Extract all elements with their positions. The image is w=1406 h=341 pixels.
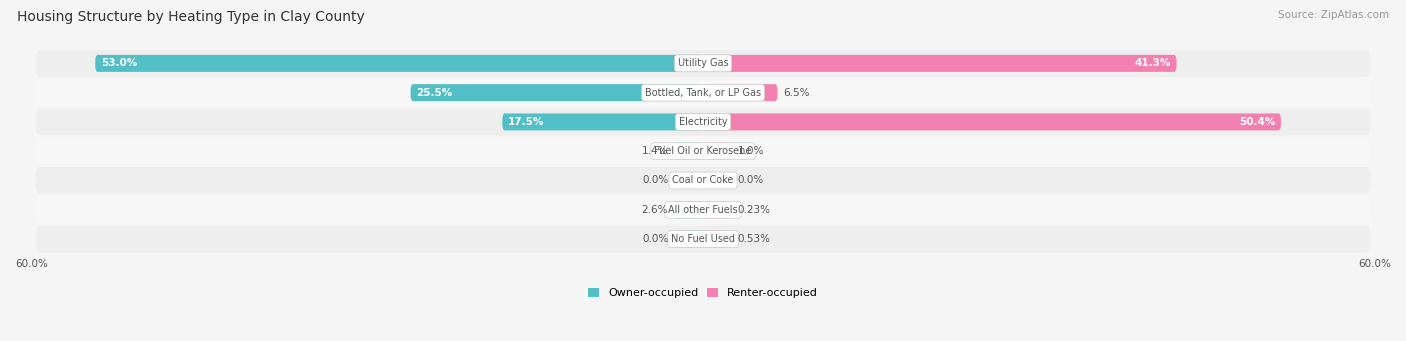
FancyBboxPatch shape bbox=[703, 114, 1281, 130]
FancyBboxPatch shape bbox=[35, 138, 1371, 165]
Text: 25.5%: 25.5% bbox=[416, 88, 453, 98]
Text: Housing Structure by Heating Type in Clay County: Housing Structure by Heating Type in Cla… bbox=[17, 10, 364, 24]
Text: Coal or Coke: Coal or Coke bbox=[672, 176, 734, 186]
FancyBboxPatch shape bbox=[411, 84, 703, 101]
FancyBboxPatch shape bbox=[673, 201, 703, 218]
FancyBboxPatch shape bbox=[35, 226, 1371, 253]
Text: All other Fuels: All other Fuels bbox=[668, 205, 738, 215]
FancyBboxPatch shape bbox=[675, 172, 703, 189]
FancyBboxPatch shape bbox=[502, 114, 703, 130]
Text: 1.0%: 1.0% bbox=[737, 146, 763, 156]
Text: 50.4%: 50.4% bbox=[1239, 117, 1275, 127]
FancyBboxPatch shape bbox=[703, 231, 731, 248]
FancyBboxPatch shape bbox=[35, 196, 1371, 223]
Text: Fuel Oil or Kerosene: Fuel Oil or Kerosene bbox=[654, 146, 752, 156]
Text: 2.6%: 2.6% bbox=[641, 205, 668, 215]
Text: Bottled, Tank, or LP Gas: Bottled, Tank, or LP Gas bbox=[645, 88, 761, 98]
FancyBboxPatch shape bbox=[703, 84, 778, 101]
Text: 0.0%: 0.0% bbox=[737, 176, 763, 186]
FancyBboxPatch shape bbox=[35, 167, 1371, 194]
Text: 60.0%: 60.0% bbox=[1358, 259, 1391, 269]
FancyBboxPatch shape bbox=[96, 55, 703, 72]
Text: Utility Gas: Utility Gas bbox=[678, 58, 728, 68]
Text: 0.0%: 0.0% bbox=[643, 234, 669, 244]
Text: Source: ZipAtlas.com: Source: ZipAtlas.com bbox=[1278, 10, 1389, 20]
FancyBboxPatch shape bbox=[35, 79, 1371, 106]
Text: 41.3%: 41.3% bbox=[1135, 58, 1171, 68]
Text: Electricity: Electricity bbox=[679, 117, 727, 127]
Text: 1.4%: 1.4% bbox=[643, 146, 669, 156]
Text: 6.5%: 6.5% bbox=[783, 88, 810, 98]
Legend: Owner-occupied, Renter-occupied: Owner-occupied, Renter-occupied bbox=[583, 283, 823, 302]
FancyBboxPatch shape bbox=[35, 108, 1371, 135]
Text: 17.5%: 17.5% bbox=[508, 117, 544, 127]
FancyBboxPatch shape bbox=[35, 50, 1371, 77]
FancyBboxPatch shape bbox=[703, 143, 731, 160]
Text: 0.23%: 0.23% bbox=[737, 205, 770, 215]
Text: 53.0%: 53.0% bbox=[101, 58, 138, 68]
FancyBboxPatch shape bbox=[703, 201, 731, 218]
Text: 0.53%: 0.53% bbox=[737, 234, 770, 244]
FancyBboxPatch shape bbox=[703, 172, 731, 189]
Text: No Fuel Used: No Fuel Used bbox=[671, 234, 735, 244]
FancyBboxPatch shape bbox=[675, 231, 703, 248]
FancyBboxPatch shape bbox=[675, 143, 703, 160]
FancyBboxPatch shape bbox=[703, 55, 1177, 72]
Text: 60.0%: 60.0% bbox=[15, 259, 48, 269]
Text: 0.0%: 0.0% bbox=[643, 176, 669, 186]
